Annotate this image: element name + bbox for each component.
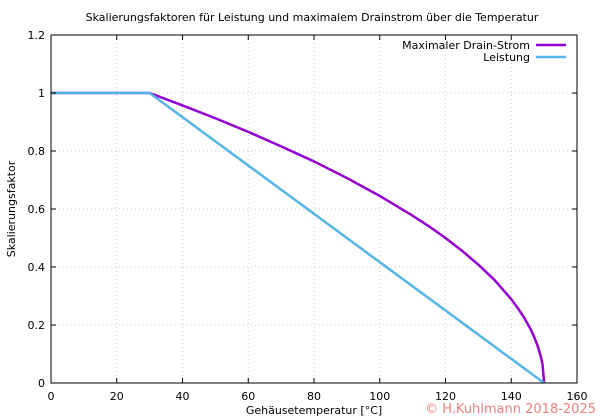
x-axis-label: Gehäusetemperatur [°C] (246, 404, 382, 417)
x-tick-label: 60 (241, 390, 255, 403)
legend-label: Maximaler Drain-Strom (402, 39, 530, 52)
legend-label: Leistung (483, 51, 530, 64)
y-tick-label: 0.6 (28, 203, 46, 216)
x-tick-label: 0 (48, 390, 55, 403)
x-tick-label: 120 (435, 390, 456, 403)
y-axis-label: Skalierungsfaktor (5, 160, 18, 257)
ticks: 0 20 40 60 80 100 120 140 160 0 0.2 0.4 0.6 0.8 1 1.2 (28, 29, 588, 403)
series-line-0 (51, 91, 546, 384)
x-tick-label: 80 (307, 390, 321, 403)
y-tick-label: 0.4 (28, 261, 46, 274)
x-tick-label: 40 (176, 390, 190, 403)
y-tick-label: 1 (38, 87, 45, 100)
x-tick-label: 100 (369, 390, 390, 403)
y-tick-label: 0 (38, 377, 45, 390)
y-tick-label: 0.8 (28, 145, 46, 158)
y-tick-label: 1.2 (28, 29, 46, 42)
grid (51, 35, 577, 383)
x-tick-label: 140 (501, 390, 522, 403)
chart-title: Skalierungsfaktoren für Leistung und max… (86, 11, 539, 24)
series-layer (51, 91, 546, 385)
x-tick-label: 160 (567, 390, 588, 403)
y-tick-label: 0.2 (28, 319, 46, 332)
series-line-1 (51, 91, 545, 385)
copyright: © H.Kuhlmann 2018-2025 (425, 402, 596, 417)
x-tick-label: 20 (110, 390, 124, 403)
